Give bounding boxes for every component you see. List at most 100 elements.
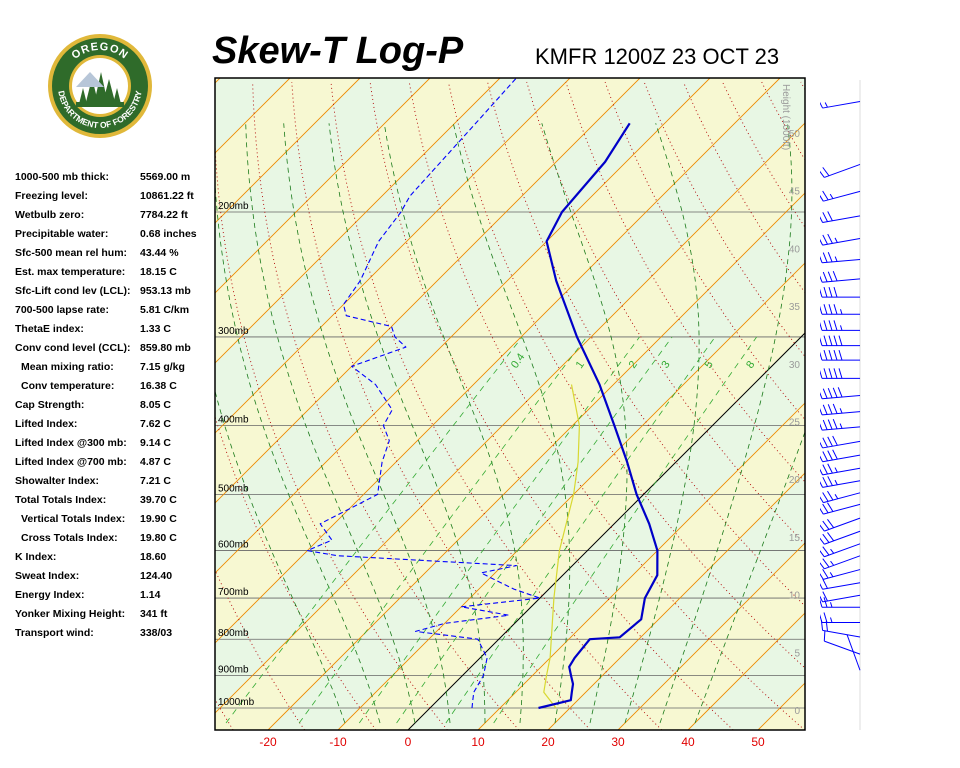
moist-adiabat [452,123,571,724]
index-value: 124.40 [140,570,173,582]
index-label: Transport wind: [15,627,94,639]
mixing-ratio-line [225,336,523,724]
wind-barb-flag [822,190,829,201]
mixing-ratio-label: 3 [659,359,672,371]
wind-barb-flag [822,419,828,430]
wind-barb-flag [820,595,824,603]
dry-adiabat [43,82,162,730]
mixing-ratio-label: 1 [574,359,587,371]
pressure-label: 700mb [218,587,249,598]
wind-barb-flag [822,437,828,448]
wind-barb-flag [822,492,829,502]
chart-subtitle: KMFR 1200Z 23 OCT 23 [535,44,780,69]
wind-barb-flag [820,583,824,590]
isotherm-line [0,78,80,730]
index-value: 7.21 C [140,475,171,487]
mixing-ratio-line [445,336,716,724]
wind-barb-half-flag [839,423,843,429]
wind-barb-flag [837,387,843,398]
wind-barb-flag [833,335,838,346]
wind-barb-staff [822,100,861,109]
wind-barb-staff [822,258,861,264]
index-label: Sfc-500 mean rel hum: [15,247,128,259]
wind-barb-flag [828,304,833,315]
pressure-label: 600mb [218,540,249,551]
index-label: 700-500 lapse rate: [15,304,109,316]
pressure-label: 200mb [218,201,249,212]
index-label: Total Totals Index: [15,494,107,506]
wind-barb-flag [833,368,838,379]
moist-adiabat [245,123,416,724]
isotherm-line [215,78,501,364]
wind-barb-flag [832,403,838,414]
index-row: Conv temperature: 16.38 C [15,377,210,396]
wind-barb-flag [827,463,833,474]
wind-barb-flag [820,468,824,476]
wind-barb-flag [827,532,835,542]
moist-adiabat [215,179,381,724]
index-value: 7.15 g/kg [140,361,185,373]
wind-barb-half-flag [840,325,843,331]
chart-title: Skew-T Log-P [212,30,464,72]
wind-barb-half-flag [829,193,834,199]
wind-barb-flag [832,449,838,460]
wind-barb-staff [822,426,861,431]
height-tick-label: 40 [789,244,801,255]
temperature-trace [538,122,659,710]
dry-adiabat [604,81,805,421]
dry-adiabat [447,81,805,669]
index-label: Wetbulb zero: [15,209,85,221]
wind-barb-profile [820,80,861,730]
parcel-trace [543,384,580,709]
isotherm-line [337,262,805,730]
wind-barb-flag [820,392,823,399]
wind-barb-flag [820,170,825,178]
mixing-ratio-label: 5 [703,359,716,371]
index-label: Lifted Index @700 mb: [15,456,127,468]
pressure-label: 900mb [218,665,249,676]
wind-barb-flag [820,101,824,109]
wind-barb-flag [820,238,824,246]
wind-barb-flag [822,167,830,177]
wind-barb-flag [832,271,838,282]
height-tick-label: 30 [789,360,801,371]
isotherm-line [215,78,641,504]
wind-barb-flag [820,455,824,462]
wind-barb-half-flag [834,237,838,243]
index-row: Sfc-500 mean rel hum: 43.44 % [15,244,210,263]
wind-barb-flag [820,216,824,223]
index-value: 5.81 C/km [140,304,190,316]
index-value: 8.05 C [140,399,171,411]
wind-barb-flag [820,507,824,515]
index-label: Cross Totals Index: [21,532,118,544]
plot-frame [214,77,806,731]
pressure-label: 1000mb [218,697,255,708]
wind-barb-staff [846,634,861,671]
x-tick-label: -10 [329,735,347,749]
index-value: 7784.22 ft [140,209,188,221]
wind-barb-flag [833,286,838,298]
wind-barb-flag [828,320,833,331]
wind-barb-flag [822,404,828,415]
index-label: K Index: [15,551,57,563]
wind-barb-flag [823,286,828,298]
moist-adiabat [694,430,805,724]
wind-barb-flag [827,233,833,244]
wind-barb-flag [832,418,838,430]
wind-barb-flag [822,578,828,589]
wind-barb-staff [824,543,861,558]
index-label: Sweat Index: [15,570,80,582]
index-value: 1.14 [140,589,161,601]
index-row: Lifted Index: 7.62 C [15,415,210,434]
isotherm-line [215,78,571,434]
index-label: Lifted Index @300 mb: [15,437,127,449]
isotherm-line [0,78,10,730]
wind-barb-flag [820,321,823,331]
index-label: Sfc-Lift cond lev (LCL): [15,285,131,297]
wind-barb-flag [827,476,833,486]
wind-barb-staff [822,594,861,603]
x-tick-label: 10 [471,735,485,749]
wind-barb-flag [827,388,833,399]
wind-barb-flag [827,490,834,501]
index-row: Energy Index: 1.14 [15,586,210,605]
